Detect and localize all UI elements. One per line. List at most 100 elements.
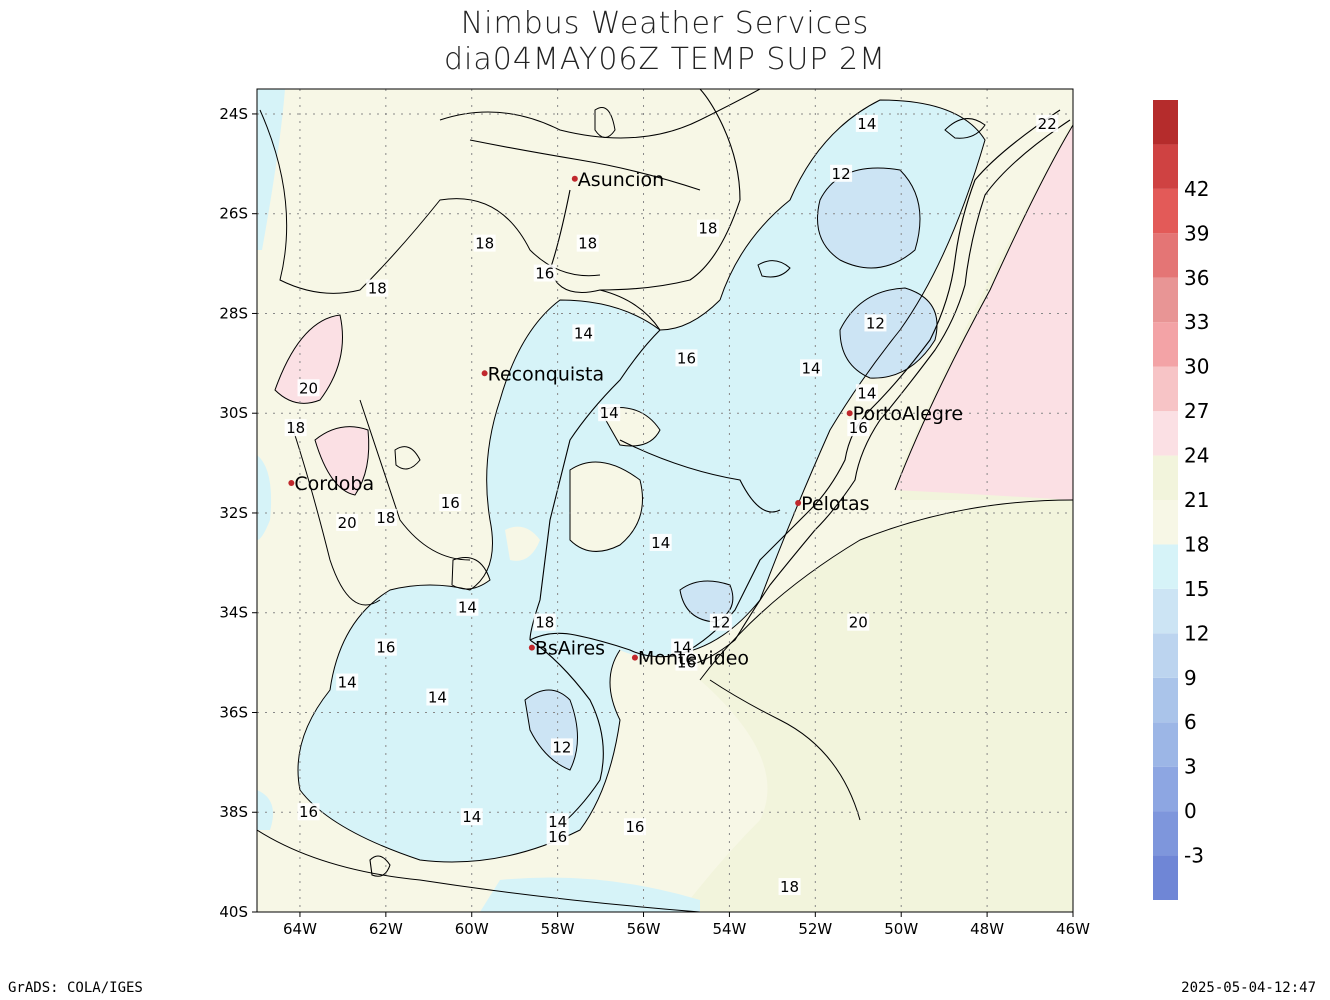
contour-label: 12 <box>550 738 573 756</box>
contour-label: 18 <box>374 508 397 527</box>
legend-swatch <box>1153 500 1178 545</box>
legend-swatch <box>1153 677 1178 723</box>
contour-label: 14 <box>336 673 359 692</box>
field-island-3 <box>505 526 540 561</box>
contour-label-bg <box>709 613 732 631</box>
legend-swatch <box>1153 855 1178 900</box>
city-marker-icon <box>846 410 853 417</box>
axis-ticks: 24S 26S 28S 30S 32S 34S 36S 38S 40S 64W 62W 60W 58W 5… <box>219 105 1090 938</box>
contour-label-text: 18 <box>376 509 395 527</box>
contour-label-text: 16 <box>677 654 696 672</box>
contour-label-bg <box>550 738 573 756</box>
contour-label: 16 <box>533 264 556 283</box>
city-label: Montevideo <box>638 648 749 670</box>
field-warm-se <box>680 500 1073 912</box>
contour-label-bg <box>778 878 801 896</box>
contour-16-west <box>359 399 471 561</box>
legend-swatch <box>1153 100 1178 145</box>
contour-18-top <box>439 89 761 139</box>
contour-label-text: 18 <box>286 419 305 437</box>
field-hot-patch-north <box>275 315 343 404</box>
map-frame <box>256 88 1074 913</box>
contour-label: 18 <box>473 234 496 253</box>
lat-tick-label: 38S <box>219 803 248 821</box>
contour-label: 16 <box>847 419 870 437</box>
contour-16-south <box>257 829 701 912</box>
legend-swatch <box>1153 766 1178 812</box>
contour-label-text: 18 <box>535 614 554 632</box>
contour-label-bg <box>456 598 479 616</box>
legend-level-label: -3 <box>1184 844 1204 868</box>
city-marker-icon <box>571 175 578 182</box>
contour-label: 14 <box>598 404 621 422</box>
contour-label-bg <box>800 359 823 377</box>
contour-label: 12 <box>830 164 853 183</box>
city-label: Cordoba <box>294 473 374 495</box>
contour-label-bg <box>546 828 569 846</box>
lon-tick-label: 56W <box>627 920 661 938</box>
contour-18-north <box>259 109 601 294</box>
contour-label: 16 <box>374 638 397 657</box>
legend-level-label: 33 <box>1184 310 1209 334</box>
contour-label-text: 18 <box>475 235 494 253</box>
contour-label: 18 <box>696 219 719 238</box>
coast-valdes <box>369 855 391 877</box>
field-island-1 <box>570 462 643 552</box>
contour-label-bg <box>439 493 462 511</box>
field-cold-edge-w <box>257 455 272 540</box>
legend-swatch <box>1153 811 1178 856</box>
contour-12-north <box>817 167 921 269</box>
contour-label-text: 22 <box>1038 115 1057 133</box>
field-hot-offshore <box>895 125 1073 500</box>
legend-swatch <box>1153 633 1178 678</box>
contour-label-bg <box>855 114 878 132</box>
contour-label: 14 <box>456 598 479 617</box>
lat-tick-label: 24S <box>219 105 248 123</box>
contour-label-text: 12 <box>552 738 571 756</box>
lon-tick-label: 64W <box>283 920 317 938</box>
legend-level-label: 9 <box>1184 666 1197 690</box>
contour-label-text: 14 <box>338 674 357 692</box>
contour-label-text: 12 <box>711 614 730 632</box>
field-cold-edge-nw <box>257 89 285 250</box>
contour-label-bg <box>284 419 307 437</box>
contour-label: 20 <box>336 513 359 532</box>
contour-label-bg <box>297 803 320 821</box>
contour-label: 20 <box>297 379 320 397</box>
lon-tick-label: 60W <box>455 920 489 938</box>
contour-label-text: 14 <box>462 808 481 826</box>
legend-swatch <box>1153 188 1178 234</box>
contour-label: 14 <box>855 114 878 133</box>
legend-swatch <box>1153 544 1178 589</box>
contour-label-text: 20 <box>338 514 357 532</box>
coast-atlantic <box>529 109 1061 658</box>
contour-label-text: 16 <box>849 419 868 437</box>
legend-level-label: 12 <box>1184 621 1209 645</box>
contour-12-uruguay <box>679 580 734 623</box>
contour-label-bg <box>855 384 878 402</box>
contour-label: 18 <box>284 419 307 437</box>
contour-label: 14 <box>671 638 694 657</box>
lon-tick-label: 52W <box>798 920 832 938</box>
contour-label-text: 20 <box>299 379 318 397</box>
contour-label-text: 12 <box>866 314 885 332</box>
lat-tick-label: 26S <box>219 205 248 223</box>
city-label: PortoAlegre <box>853 403 963 425</box>
coast-buenos-aires <box>529 639 604 831</box>
contour-label: 12 <box>709 613 732 632</box>
contour-label-text: 16 <box>376 639 395 657</box>
legend-level-label: 15 <box>1184 577 1209 601</box>
contour-14-east <box>669 99 986 656</box>
border-brazil-uruguay <box>619 439 781 513</box>
contour-label-text: 14 <box>458 599 477 617</box>
legend-swatch <box>1153 455 1178 500</box>
contour-label-bg <box>460 808 483 826</box>
contour-lines <box>257 89 1073 912</box>
contour-small-2 <box>944 118 986 139</box>
field-colder-north <box>817 168 920 268</box>
contour-label-text: 16 <box>625 818 644 836</box>
contour-label-bg <box>336 513 359 531</box>
contour-label-text: 18 <box>368 280 387 298</box>
